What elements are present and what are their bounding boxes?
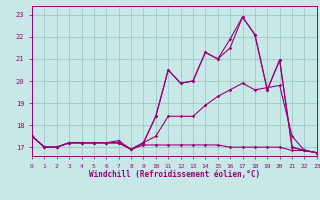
X-axis label: Windchill (Refroidissement éolien,°C): Windchill (Refroidissement éolien,°C) [89,170,260,179]
